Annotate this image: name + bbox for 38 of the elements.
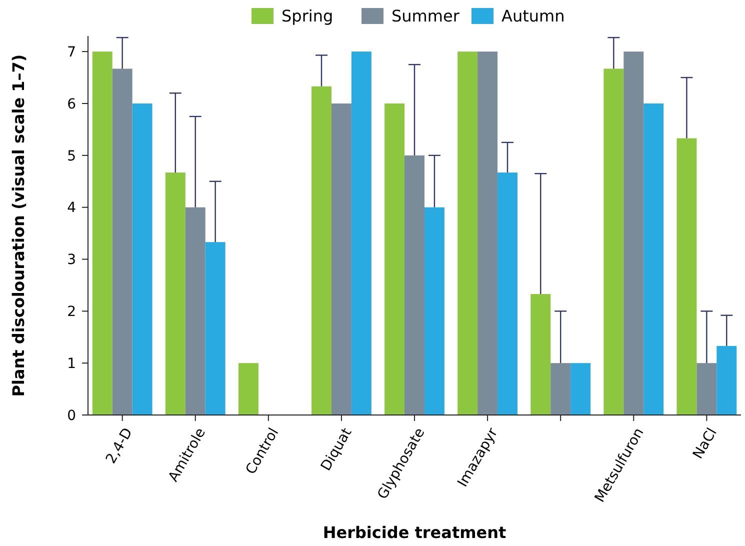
bar bbox=[238, 363, 258, 415]
bar bbox=[624, 52, 644, 415]
bar bbox=[550, 363, 571, 415]
bar bbox=[570, 363, 591, 415]
y-axis-title: Plant discolouration (visual scale 1–7) bbox=[9, 54, 28, 397]
bar bbox=[112, 68, 132, 415]
legend-label: Spring bbox=[282, 6, 334, 26]
bar bbox=[312, 86, 332, 415]
bar bbox=[132, 103, 152, 415]
y-tick-label: 5 bbox=[67, 148, 76, 164]
y-tick-label: 7 bbox=[67, 44, 76, 60]
bar bbox=[530, 294, 551, 415]
y-tick-label: 3 bbox=[67, 252, 76, 268]
bar bbox=[458, 52, 478, 415]
bar bbox=[676, 138, 697, 415]
y-tick-label: 0 bbox=[67, 408, 76, 424]
y-tick-label: 2 bbox=[67, 304, 76, 320]
bar bbox=[716, 346, 737, 415]
legend-label: Summer bbox=[392, 6, 460, 26]
y-tick-label: 6 bbox=[67, 96, 76, 112]
bar bbox=[604, 68, 624, 415]
bar bbox=[331, 103, 352, 415]
bar bbox=[498, 172, 518, 415]
bar bbox=[351, 52, 372, 415]
legend-label: Autumn bbox=[502, 6, 565, 26]
bar bbox=[404, 155, 424, 415]
bar bbox=[92, 52, 112, 415]
bar bbox=[205, 242, 226, 415]
bar bbox=[185, 207, 206, 415]
y-tick-label: 1 bbox=[67, 356, 76, 372]
bar bbox=[165, 172, 186, 415]
bar bbox=[696, 363, 717, 415]
x-axis-title: Herbicide treatment bbox=[322, 523, 507, 542]
bar bbox=[478, 52, 498, 415]
bar bbox=[644, 103, 664, 415]
bar bbox=[424, 207, 444, 415]
bar bbox=[384, 103, 405, 415]
y-tick-label: 4 bbox=[67, 200, 76, 216]
